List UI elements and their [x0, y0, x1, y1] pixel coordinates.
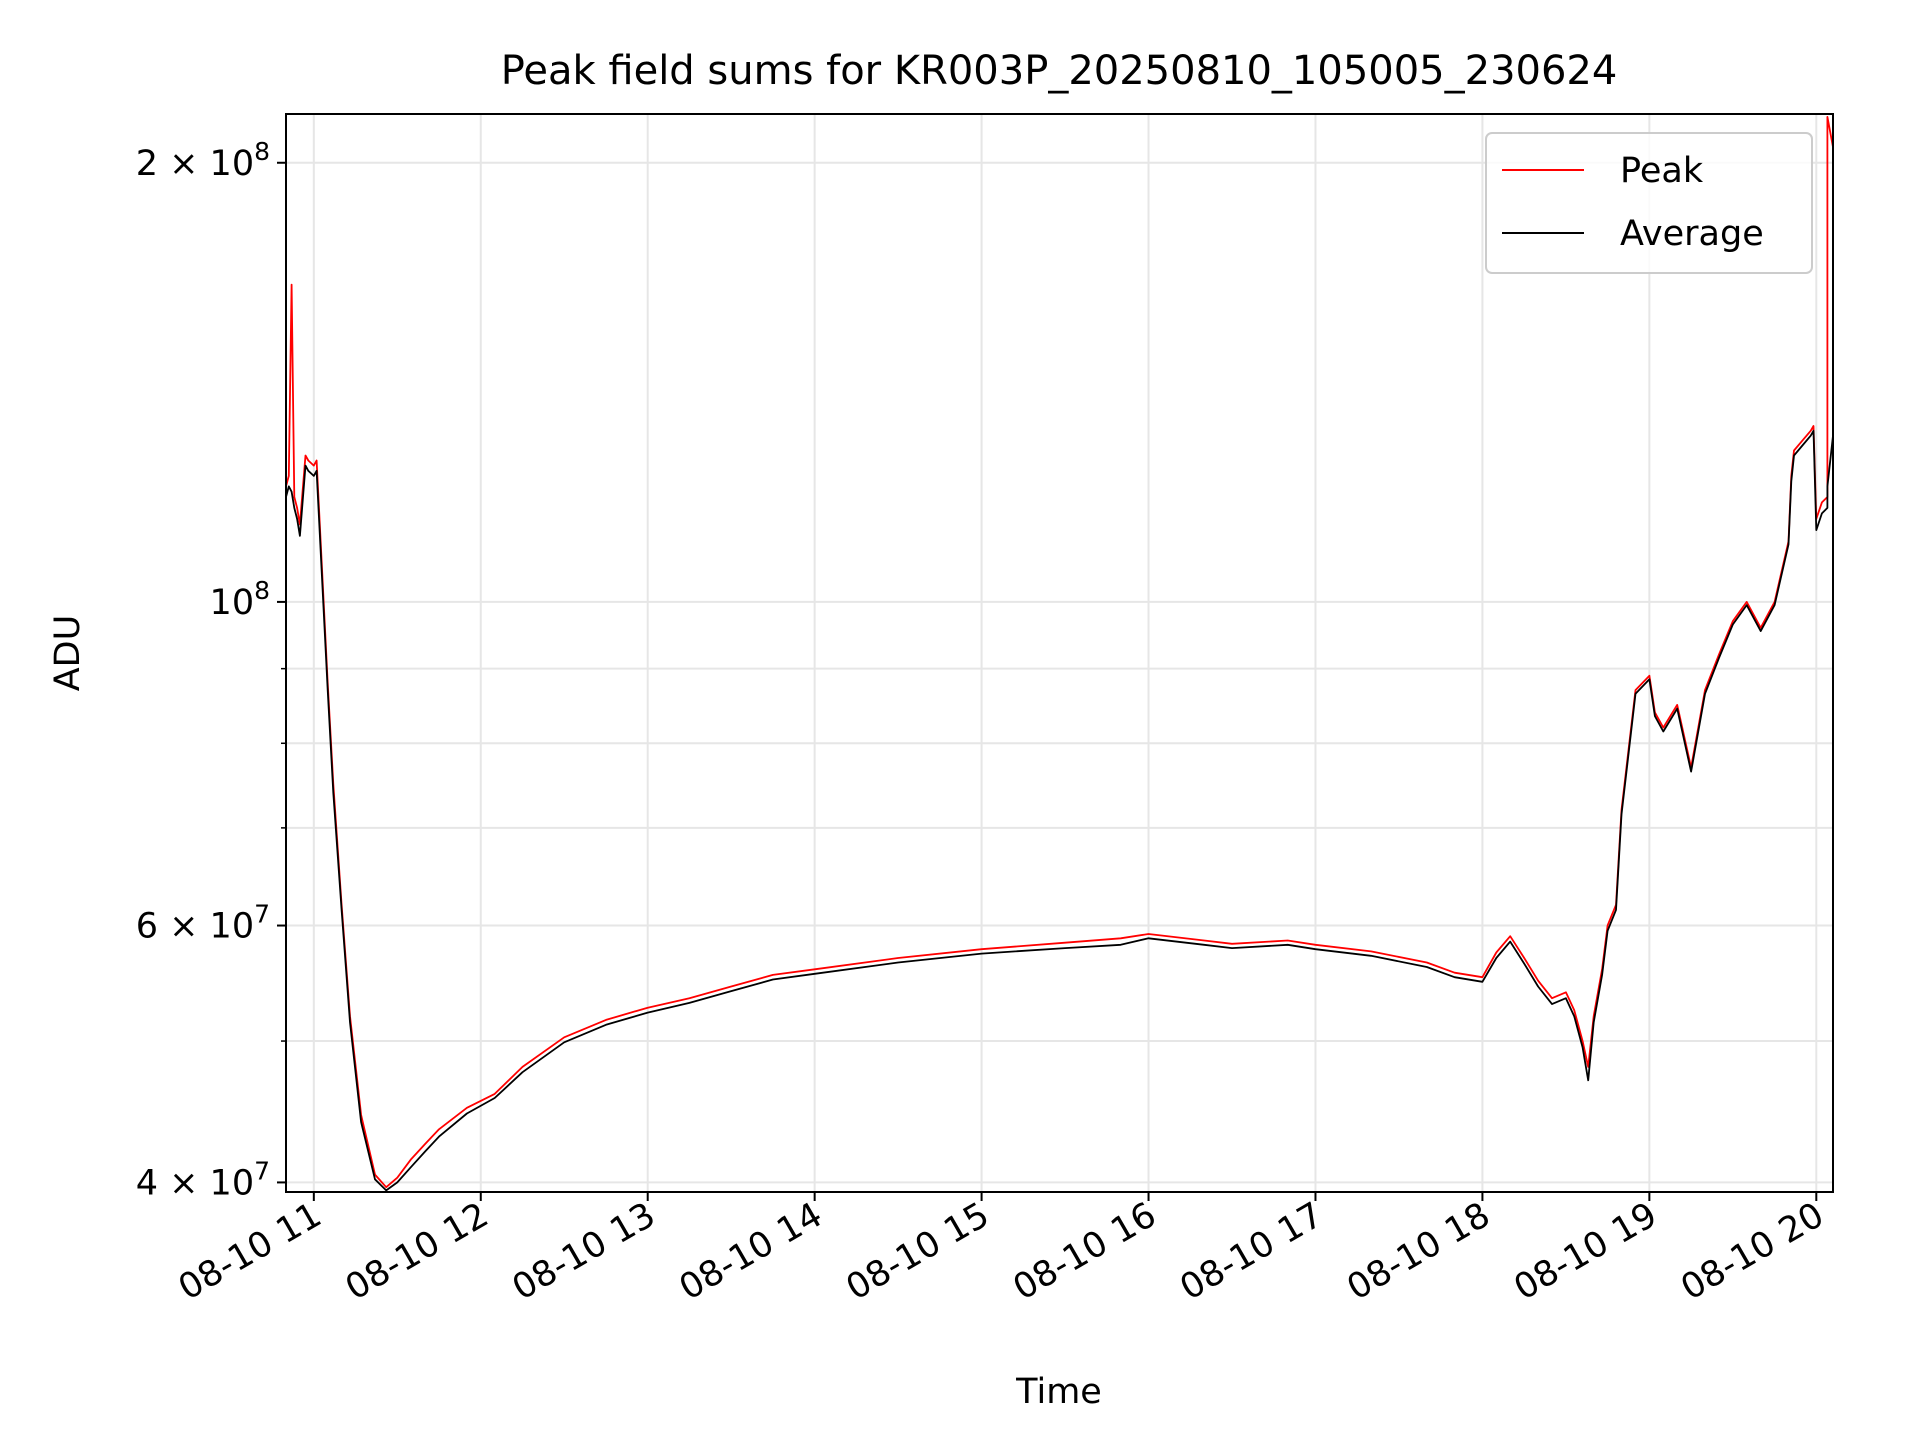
series-line-average — [285, 429, 1834, 1192]
y-tick-label: 2 × 108 — [136, 137, 270, 184]
legend-box — [1485, 132, 1813, 274]
y-axis-label: ADU — [48, 615, 88, 692]
plot-frame — [285, 113, 1834, 1193]
series-layer — [285, 116, 1834, 1192]
y-tick-label: 6 × 107 — [136, 900, 270, 947]
y-tick-label: 4 × 107 — [136, 1156, 270, 1203]
chart-title: Peak field sums for KR003P_20250810_1050… — [501, 48, 1618, 94]
legend: Peak Average — [1485, 132, 1813, 274]
legend-label-peak: Peak — [1620, 151, 1704, 191]
x-axis-label: Time — [1015, 1372, 1102, 1412]
legend-label-average: Average — [1620, 214, 1764, 254]
